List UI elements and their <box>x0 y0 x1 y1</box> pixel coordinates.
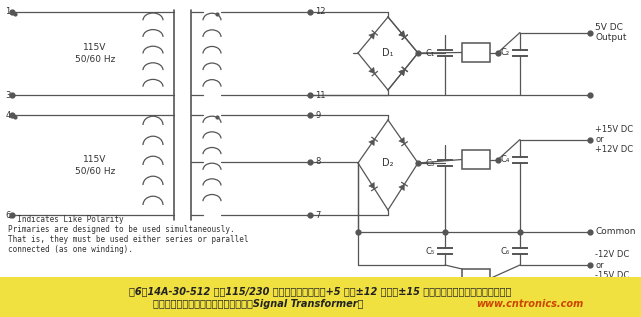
Polygon shape <box>399 31 404 37</box>
Polygon shape <box>399 184 404 191</box>
Text: 12: 12 <box>315 8 326 16</box>
Polygon shape <box>369 139 374 146</box>
Bar <box>462 43 490 62</box>
Bar <box>462 150 490 169</box>
Text: IC3: IC3 <box>468 274 484 283</box>
Text: Primaries are designed to be used simultaneously.: Primaries are designed to be used simult… <box>8 225 235 234</box>
Text: C₆: C₆ <box>501 247 510 256</box>
Text: 115V: 115V <box>83 43 106 52</box>
Text: 1: 1 <box>5 8 11 16</box>
Text: C₁: C₁ <box>426 49 435 57</box>
Text: +15V DC
or
+12V DC: +15V DC or +12V DC <box>595 125 633 154</box>
Polygon shape <box>399 31 404 37</box>
Text: 115V: 115V <box>83 154 106 164</box>
Text: 5V DC
Output: 5V DC Output <box>595 23 626 42</box>
Polygon shape <box>369 67 375 74</box>
Polygon shape <box>399 69 404 76</box>
Text: IC2: IC2 <box>468 154 484 165</box>
Text: connected (as one winding).: connected (as one winding). <box>8 245 133 254</box>
Polygon shape <box>399 69 404 76</box>
Text: C₅: C₅ <box>426 247 435 256</box>
Text: 8: 8 <box>315 158 320 166</box>
Text: 4: 4 <box>5 111 11 120</box>
Text: www.cntronics.com: www.cntronics.com <box>476 299 583 309</box>
Text: 3: 3 <box>5 90 11 100</box>
Text: 7: 7 <box>315 210 320 219</box>
Polygon shape <box>399 137 404 144</box>
Bar <box>462 269 490 288</box>
Polygon shape <box>369 33 375 39</box>
Polygon shape <box>369 182 374 189</box>
Text: * Indicates Like Polarity: * Indicates Like Polarity <box>8 215 124 224</box>
Text: 6: 6 <box>5 210 11 219</box>
Text: Common: Common <box>595 228 635 236</box>
Text: IC1: IC1 <box>468 48 484 57</box>
Text: 9: 9 <box>315 111 320 120</box>
Text: -12V DC
or
-15V DC: -12V DC or -15V DC <box>595 250 629 280</box>
Bar <box>0 277 641 317</box>
Text: 连接初级和次级侧绕组。（图片来源：Signal Transformer）: 连接初级和次级侧绕组。（图片来源：Signal Transformer） <box>153 299 363 309</box>
Text: C₃: C₃ <box>426 158 435 167</box>
Text: 图6：14A-30-512 采用115/230 伏输入电压，适用于+5 伏或±12 伏直流±15 伏直流电源，具体取决于用户如何: 图6：14A-30-512 采用115/230 伏输入电压，适用于+5 伏或±1… <box>129 286 511 296</box>
Text: C₄: C₄ <box>501 155 510 164</box>
Text: That is, they must be used either series or parallel: That is, they must be used either series… <box>8 235 249 244</box>
Text: 50/60 Hz: 50/60 Hz <box>75 55 115 64</box>
Text: C₂: C₂ <box>501 48 510 57</box>
Text: D₁: D₁ <box>382 48 394 58</box>
Text: 50/60 Hz: 50/60 Hz <box>75 166 115 176</box>
Text: 11: 11 <box>315 90 326 100</box>
Text: D₂: D₂ <box>382 158 394 168</box>
